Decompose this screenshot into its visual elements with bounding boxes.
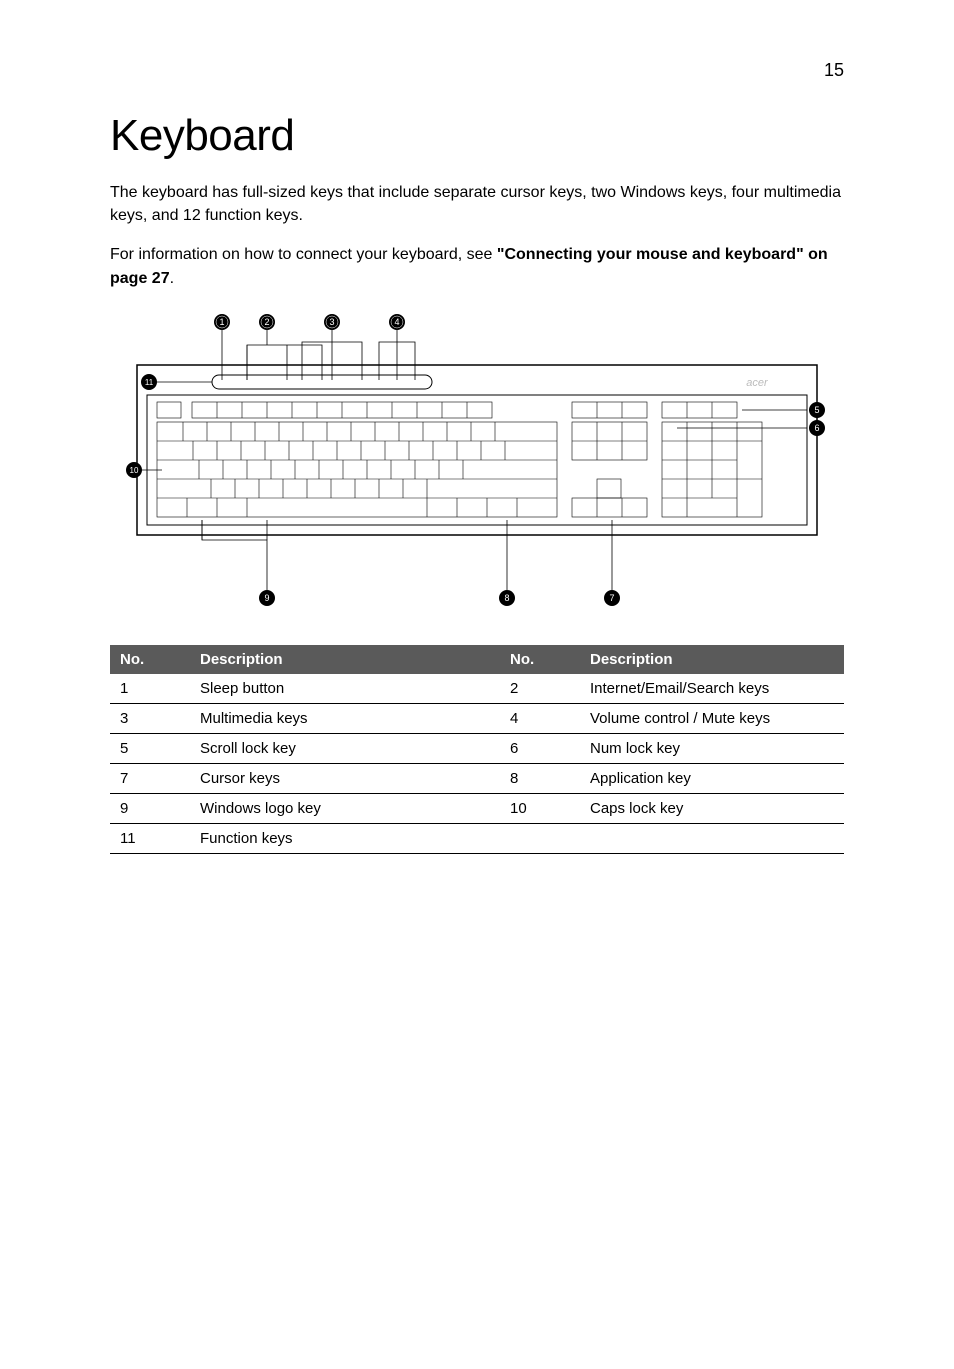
callout-4-label: 4 [394,317,399,327]
callout-2-icon: 2 [259,314,275,330]
table-cell: Application key [580,763,844,793]
callout-3-label: 3 [329,317,334,327]
table-cell: Volume control / Mute keys [580,703,844,733]
para2-tail: . [170,270,174,287]
intro-paragraph-1: The keyboard has full-sized keys that in… [110,181,844,227]
table-row: 1Sleep button2Internet/Email/Search keys [110,674,844,704]
table-cell: Sleep button [190,674,500,704]
intro-paragraph-2: For information on how to connect your k… [110,243,844,289]
table-cell: Multimedia keys [190,703,500,733]
para2-lead: For information on how to connect your k… [110,246,497,263]
table-cell [500,823,580,853]
callout-10-label: 10 [130,466,139,475]
table-cell: 6 [500,733,580,763]
table-cell: 5 [110,733,190,763]
table-cell: 4 [500,703,580,733]
callout-1-label: 1 [219,317,224,327]
table-cell: 3 [110,703,190,733]
keyboard-brand: acer [746,377,769,389]
table-cell: 7 [110,763,190,793]
table-cell [580,823,844,853]
table-header-row: No. Description No. Description [110,645,844,674]
table-cell: Caps lock key [580,793,844,823]
callout-6-label: 6 [814,423,819,433]
table-cell: Internet/Email/Search keys [580,674,844,704]
page-title: Keyboard [110,111,844,161]
callout-9-label: 9 [264,593,269,603]
callout-2-label: 2 [264,317,269,327]
table-row: 5Scroll lock key6Num lock key [110,733,844,763]
table-cell: 10 [500,793,580,823]
callout-11-label: 11 [145,378,154,387]
table-cell: 11 [110,823,190,853]
table-cell: 2 [500,674,580,704]
table-cell: 8 [500,763,580,793]
col-desc-1: Description [190,645,500,674]
table-cell: 1 [110,674,190,704]
legend-table: No. Description No. Description 1Sleep b… [110,645,844,854]
table-cell: Cursor keys [190,763,500,793]
col-desc-2: Description [580,645,844,674]
callout-7-label: 7 [609,593,614,603]
col-no-1: No. [110,645,190,674]
table-row: 3Multimedia keys4Volume control / Mute k… [110,703,844,733]
table-cell: Scroll lock key [190,733,500,763]
callout-1-icon: 1 [214,314,230,330]
table-cell: Function keys [190,823,500,853]
callout-5-label: 5 [814,405,819,415]
table-cell: 9 [110,793,190,823]
keyboard-figure: 1 2 3 4 [110,310,844,615]
table-cell: Windows logo key [190,793,500,823]
table-cell: Num lock key [580,733,844,763]
page-number: 15 [110,60,844,81]
callout-8-label: 8 [504,593,509,603]
table-row: 7Cursor keys8Application key [110,763,844,793]
table-row: 9Windows logo key10Caps lock key [110,793,844,823]
col-no-2: No. [500,645,580,674]
callout-3-icon: 3 [324,314,340,330]
table-row: 11Function keys [110,823,844,853]
callout-4-icon: 4 [389,314,405,330]
keyboard-svg: 1 2 3 4 [117,310,837,610]
